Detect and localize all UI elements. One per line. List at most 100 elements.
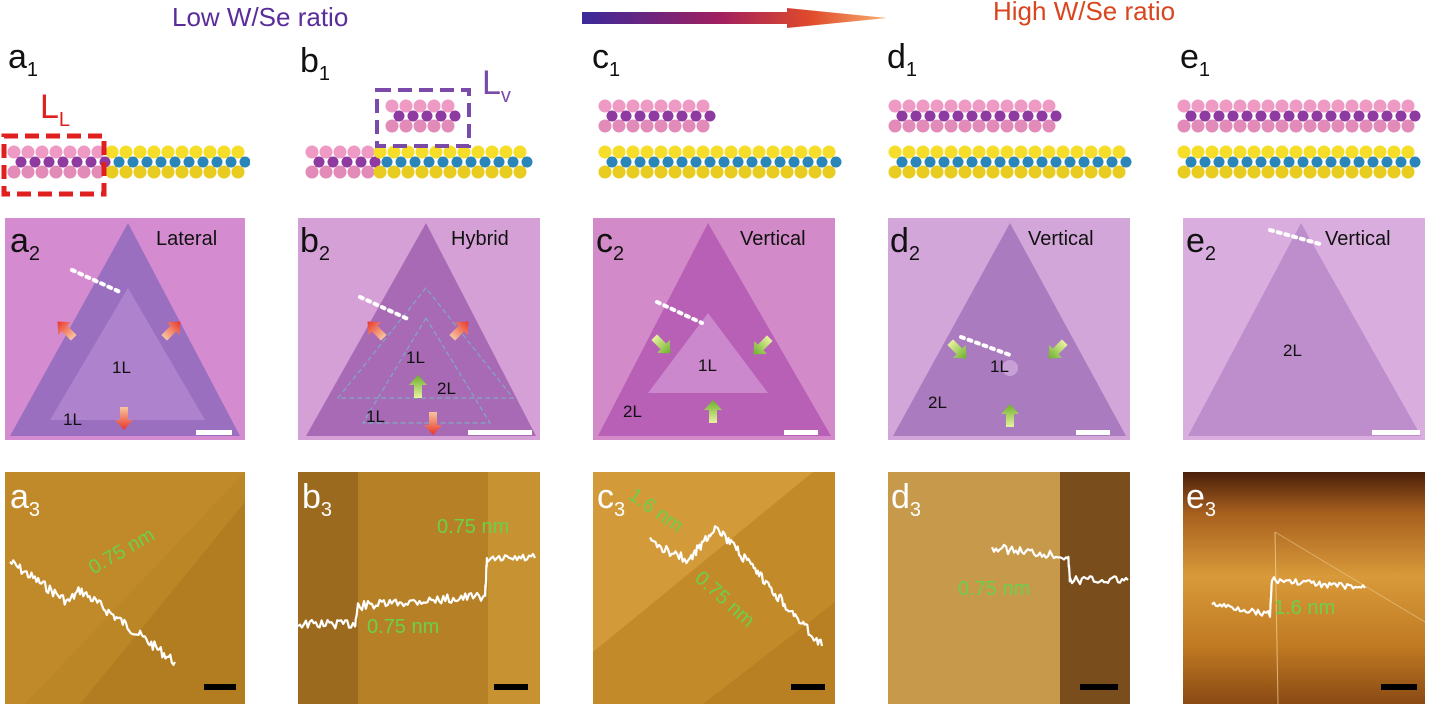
height-label-d3: 0.75 nm [958, 578, 1031, 600]
ratio-gradient-arrow [582, 8, 892, 33]
panel-label-e2: e2 [1186, 222, 1217, 265]
wse-lattice-b1 [305, 145, 381, 179]
height-label-e3: 1.6 nm [1274, 597, 1336, 619]
scale-bar-a2 [196, 430, 232, 435]
afm-image-d3 [888, 472, 1130, 704]
dotted-line-e2 [1268, 228, 1322, 246]
panel-label-a3: a3 [10, 478, 41, 521]
mode-label-b2: Hybrid [451, 228, 509, 250]
atomic-model-c1 [598, 99, 842, 179]
wse-top-lattice-b1 [385, 99, 461, 133]
layer-label-b2-outer: 1L [366, 407, 385, 426]
arrow-b2-left [367, 321, 387, 341]
arrow-d2-left [947, 339, 967, 359]
scale-bar-b3 [494, 684, 528, 690]
scale-bar-b2 [468, 430, 532, 435]
arrow-b2-bottom [424, 412, 442, 435]
optical-image-a2 [5, 218, 245, 440]
mode-label-c2: Vertical [740, 228, 806, 250]
layer-label-d2-inner: 1L [990, 357, 1009, 376]
layer-label-e2-inner: 2L [1283, 341, 1302, 360]
dotted-line-c2 [655, 300, 704, 325]
layer-label-c2-outer: 2L [623, 402, 642, 421]
afm-image-b3 [298, 472, 540, 704]
arrow-b2-up [409, 375, 427, 398]
wse-top-lattice-e1 [1177, 99, 1421, 133]
dotted-line-d2 [959, 335, 1012, 357]
arrow-a2-bottom [115, 407, 133, 430]
afm-image-e3 [1183, 472, 1425, 704]
layer-label-c2-inner: 1L [698, 356, 717, 375]
mode-label-e2: Vertical [1325, 228, 1391, 250]
ll-label: LL [40, 88, 71, 131]
mode-label-d2: Vertical [1028, 228, 1094, 250]
panel-label-a1: a1 [8, 38, 39, 81]
lv-label: Lv [482, 64, 511, 107]
arrow-a2-right [161, 321, 181, 341]
optical-image-e2 [1183, 218, 1425, 440]
height-label-b3-top: 0.75 nm [437, 516, 510, 538]
layer-label-a2-outer: 1L [63, 410, 82, 429]
arrow-d2-up [1001, 404, 1019, 427]
scale-bar-d2 [1076, 430, 1110, 435]
profile-trace-a3 [9, 559, 176, 666]
high-ratio-label: High W/Se ratio [993, 0, 1176, 26]
mose-lattice-e1 [1177, 145, 1421, 179]
atomic-model-a1 [1, 133, 250, 197]
arrow-b2-right [449, 321, 469, 341]
lv-dashed-box [375, 88, 471, 148]
panel-label-b1: b1 [300, 42, 331, 85]
scale-bar-e2 [1372, 430, 1420, 435]
panel-label-c2: c2 [596, 222, 625, 265]
scale-bar-a3 [204, 684, 236, 690]
panel-label-c1: c1 [592, 38, 621, 81]
atomic-model-e1 [1177, 99, 1421, 179]
mose-lattice-a1 [105, 145, 250, 179]
low-ratio-label: Low W/Se ratio [172, 2, 349, 32]
arrow-d2-right [1048, 339, 1068, 359]
scale-bar-e3 [1381, 684, 1417, 690]
dotted-line-a2 [70, 268, 122, 294]
optical-image-b2 [298, 218, 540, 440]
panel-label-b2: b2 [300, 222, 331, 265]
mose-lattice-d1 [888, 145, 1132, 179]
scale-bar-c3 [791, 684, 825, 690]
panel-label-d3: d3 [891, 478, 922, 521]
mode-label-a2: Lateral [156, 228, 218, 250]
atomic-model-b1 [305, 88, 533, 179]
panel-label-d1: d1 [887, 38, 918, 81]
layer-label-b2-inner: 1L [406, 348, 425, 367]
afm-image-c3 [593, 472, 835, 704]
optical-image-d2 [888, 218, 1130, 440]
profile-trace-b3 [297, 552, 536, 630]
layer-label-b2-mid: 2L [437, 379, 456, 398]
atomic-model-d1 [888, 99, 1132, 179]
panel-label-c3: c3 [597, 478, 626, 521]
mose-lattice-b1 [373, 145, 533, 179]
dotted-line-b2 [358, 295, 412, 322]
panel-label-a2: a2 [10, 222, 41, 265]
scale-bar-c2 [784, 430, 818, 435]
arrow-c2-right [753, 335, 773, 355]
panel-label-e3: e3 [1186, 478, 1217, 521]
profile-trace-d3 [990, 543, 1129, 586]
wse-lattice-a1 [7, 145, 111, 179]
arrow-c2-up [704, 400, 722, 423]
wse-top-lattice-c1 [598, 99, 716, 133]
profile-trace-c3 [649, 525, 824, 647]
panel-label-d2: d2 [890, 222, 921, 265]
panel-label-b3: b3 [302, 478, 333, 521]
arrow-a2-left [57, 321, 77, 341]
profile-trace-e3 [1211, 576, 1366, 618]
panel-label-e1: e1 [1180, 38, 1211, 81]
arrow-c2-left [651, 334, 671, 354]
height-label-b3-bottom: 0.75 nm [367, 616, 440, 638]
layer-label-a2-inner: 1L [112, 358, 131, 377]
mose-lattice-c1 [598, 145, 842, 179]
wse-top-lattice-d1 [888, 99, 1062, 133]
layer-label-d2-outer: 2L [928, 393, 947, 412]
scale-bar-d3 [1080, 684, 1118, 690]
ll-dashed-box [1, 133, 107, 197]
